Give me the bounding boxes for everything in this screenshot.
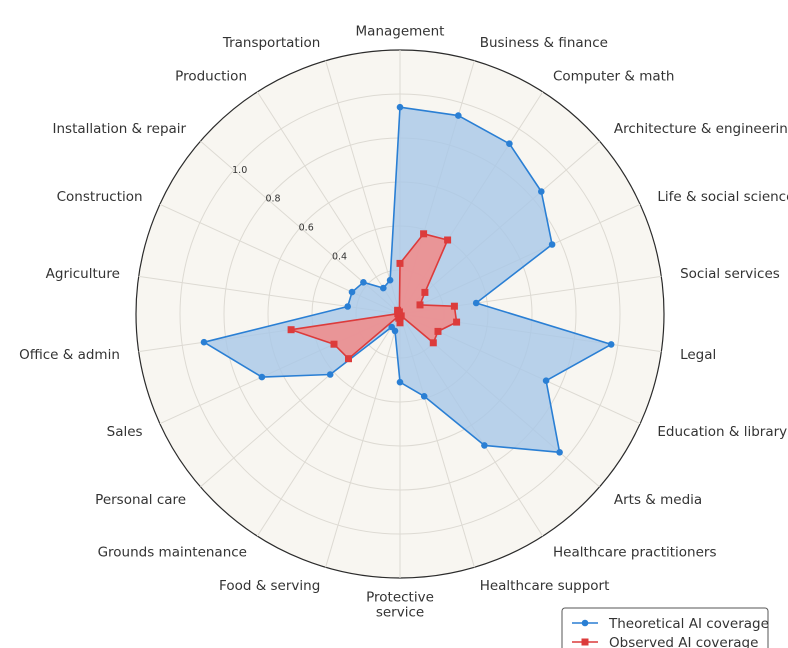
category-label-20: Production (175, 68, 247, 84)
category-label-15: Sales (107, 424, 143, 440)
series-0-point-17 (344, 303, 352, 310)
category-label-4: Life & social sciences (657, 189, 788, 205)
category-label-13: Grounds maintenance (98, 545, 247, 561)
series-0-point-0 (396, 103, 404, 111)
series-0-point-5 (472, 299, 480, 307)
series-1-point-5 (450, 302, 458, 310)
series-1-point-7 (434, 327, 442, 335)
series-0-point-6 (607, 341, 615, 348)
series-0-point-4 (548, 241, 556, 248)
series-0-point-9 (481, 442, 488, 449)
series-1-point-16 (287, 326, 295, 334)
radial-tick-2: 0.8 (265, 194, 280, 205)
grid-spoke-13 (256, 313, 401, 537)
category-label-10: Healthcare support (480, 578, 610, 594)
grid-spoke-21 (325, 60, 401, 315)
series-1-point-11 (396, 319, 404, 327)
radar-series (200, 103, 615, 456)
category-label-7: Education & library (657, 424, 787, 440)
series-0-point-13 (388, 323, 396, 331)
series-0-point-3 (538, 188, 545, 195)
legend: Theoretical AI coverage Observed AI cove… (561, 607, 769, 648)
series-1-point-14 (345, 355, 352, 363)
series-0-point-16 (200, 338, 208, 346)
series-1-point-0 (396, 259, 404, 267)
radial-tick-labels: 0.4 0.6 0.8 1.0 (232, 165, 347, 263)
category-label-17: Agriculture (46, 266, 120, 282)
legend-box (561, 607, 769, 648)
series-1-point-21 (395, 308, 403, 316)
series-0-point-15 (258, 373, 266, 381)
category-label-14: Personal care (95, 492, 186, 508)
series-0-point-18 (348, 288, 356, 296)
series-0-point-7 (542, 377, 550, 385)
category-label-18: Construction (57, 189, 143, 205)
category-label-19: Installation & repair (53, 121, 187, 137)
category-label-8: Arts & media (614, 492, 702, 508)
category-label-9: Healthcare practitioners (553, 545, 716, 561)
radial-tick-1: 0.6 (299, 223, 314, 234)
series-0-point-1 (455, 112, 462, 119)
series-1-point-4 (416, 301, 424, 309)
grid-spoke-20 (256, 91, 401, 315)
series-1-point-6 (453, 318, 461, 326)
series-1-point-15 (330, 340, 338, 348)
category-labels: Management Business & finance Computer & m… (19, 24, 788, 621)
legend-observed-label: Observed AI coverage (609, 635, 758, 648)
series-0-point-21 (386, 276, 394, 284)
series-1-point-3 (421, 288, 429, 296)
series-1-point-8 (429, 339, 437, 347)
series-1-point-1 (420, 230, 428, 238)
legend-theoretical-marker (581, 619, 589, 627)
category-label-1: Business & finance (480, 35, 608, 51)
legend-theoretical-label: Theoretical AI coverage (608, 616, 769, 632)
series-1-point-2 (444, 236, 452, 244)
category-label-5: Social services (680, 266, 780, 282)
category-label-3: Architecture & engineering (614, 121, 788, 137)
series-0-point-2 (506, 140, 513, 147)
category-label-12: Food & serving (219, 578, 320, 594)
category-label-0: Management (356, 24, 445, 40)
series-0-point-8 (556, 449, 563, 456)
category-label-21: Transportation (222, 35, 320, 51)
category-label-2: Computer & math (553, 68, 675, 84)
radial-tick-0: 0.4 (332, 251, 347, 262)
series-0-point-19 (360, 279, 367, 286)
grid-spoke-12 (325, 313, 401, 568)
category-label-11: Protective service (366, 590, 434, 621)
legend-observed-marker (581, 638, 589, 646)
radial-tick-3: 1.0 (232, 165, 247, 176)
series-0-point-10 (420, 393, 428, 400)
series-0-point-14 (326, 371, 334, 378)
series-0-point-11 (396, 378, 404, 386)
category-label-16: Office & admin (19, 347, 120, 363)
series-1 (287, 230, 461, 363)
category-label-6: Legal (680, 347, 716, 363)
series-0-point-20 (380, 284, 387, 292)
